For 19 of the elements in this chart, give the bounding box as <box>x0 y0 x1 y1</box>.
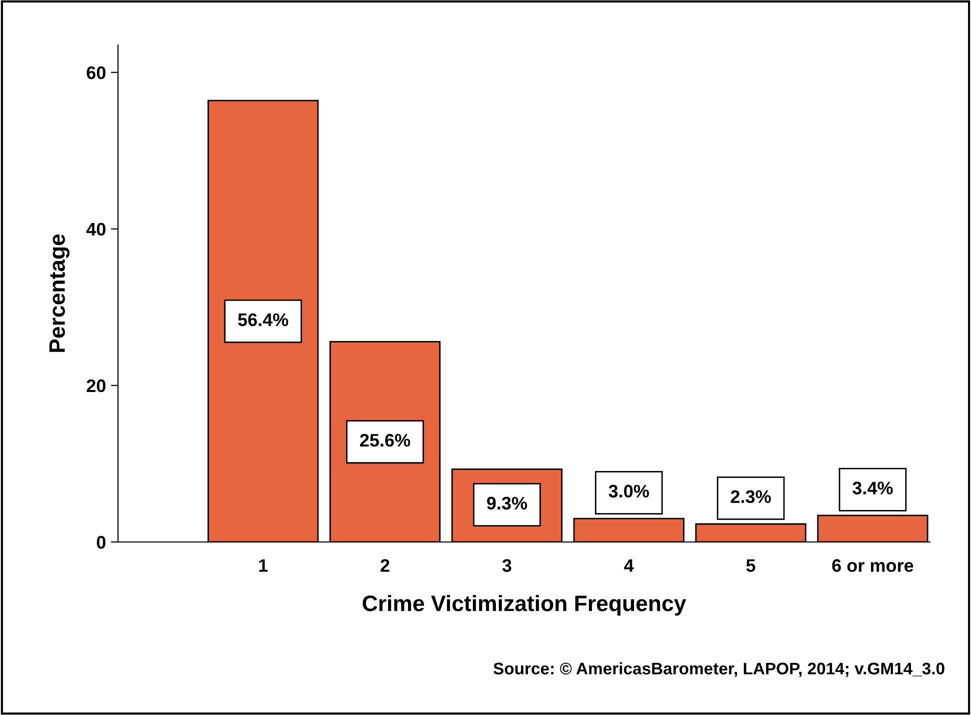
y-tick-label: 0 <box>96 536 106 549</box>
y-axis-title: Percentage <box>49 234 70 352</box>
x-axis-title: Crime Victimization Frequency <box>362 594 686 616</box>
x-tick-label: 2 <box>380 559 390 572</box>
data-label: 56.4% <box>238 313 288 326</box>
y-tick-label: 20 <box>86 379 106 392</box>
x-tick-label: 3 <box>502 559 512 572</box>
data-label: 9.3% <box>486 496 528 510</box>
x-tick-label: 5 <box>746 559 756 572</box>
source-note: Source: © AmericasBarometer, LAPOP, 2014; v.GM14_3.0 <box>493 662 944 677</box>
data-label: 25.6% <box>360 434 410 447</box>
x-tick-label: 1 <box>259 559 268 572</box>
y-tick-label: 60 <box>86 66 106 80</box>
x-tick-label: 4 <box>624 559 634 572</box>
data-label: 3.0% <box>608 484 649 498</box>
y-tick-label: 40 <box>86 222 106 236</box>
data-label: 3.4% <box>852 482 893 494</box>
data-label: 2.3% <box>730 490 771 504</box>
x-tick-label: 6 or more <box>832 559 914 572</box>
